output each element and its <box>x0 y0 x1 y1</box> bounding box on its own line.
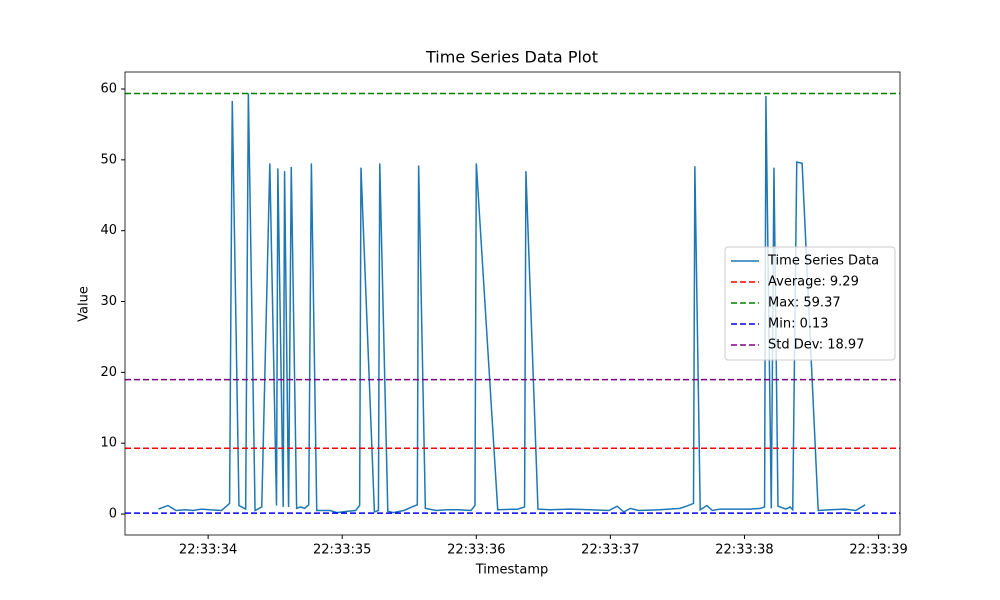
y-tick-label: 60 <box>100 82 117 97</box>
legend-label: Time Series Data <box>767 254 879 269</box>
y-tick-label: 40 <box>100 223 117 238</box>
legend-label: Min: 0.13 <box>768 317 829 332</box>
x-tick-label: 22:33:37 <box>581 543 639 558</box>
y-tick-label: 0 <box>109 507 117 522</box>
y-tick-label: 20 <box>100 365 117 380</box>
x-tick-label: 22:33:36 <box>447 543 505 558</box>
x-tick-label: 22:33:34 <box>179 543 237 558</box>
x-tick-label: 22:33:38 <box>715 543 773 558</box>
y-axis-label: Value <box>77 286 92 322</box>
legend-box <box>724 246 896 361</box>
data-line <box>158 93 866 514</box>
plot-frame <box>124 71 901 536</box>
x-tick-label: 22:33:39 <box>849 543 907 558</box>
legend-label: Std Dev: 18.97 <box>768 338 864 353</box>
x-tick-label: 22:33:35 <box>313 543 371 558</box>
chart-title: Time Series Data Plot <box>425 48 598 67</box>
y-tick-label: 50 <box>100 152 117 167</box>
x-axis-label: Timestamp <box>475 563 549 578</box>
y-tick-label: 10 <box>100 436 117 451</box>
y-tick-label: 30 <box>100 294 117 309</box>
legend-label: Average: 9.29 <box>768 275 859 290</box>
legend-label: Max: 59.37 <box>768 296 841 311</box>
